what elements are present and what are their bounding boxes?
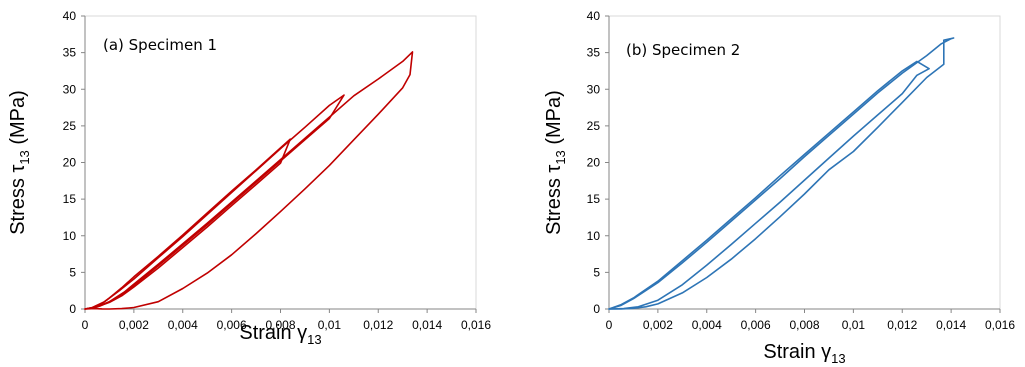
y-tick-label: 30 <box>587 82 601 96</box>
y-tick-label: 10 <box>63 229 77 243</box>
y-tick-label: 30 <box>63 82 77 96</box>
x-tick-label: 0,01 <box>842 318 866 332</box>
specimen-annotation: (a) Specimen 1 <box>103 36 217 54</box>
specimen-annotation: (b) Specimen 2 <box>626 41 740 59</box>
x-tick-label: 0,002 <box>643 318 673 332</box>
x-axis-title: Strain γ13 <box>763 341 845 366</box>
x-tick-label: 0,004 <box>168 318 198 332</box>
y-tick-label: 15 <box>587 192 601 206</box>
x-axis-title: Strain γ13 <box>239 322 321 347</box>
x-tick-label: 0,006 <box>217 318 247 332</box>
y-tick-label: 35 <box>63 46 77 60</box>
y-tick-label: 15 <box>63 192 77 206</box>
x-tick-label: 0,016 <box>461 318 491 332</box>
y-tick-label: 10 <box>587 229 601 243</box>
x-tick-label: 0,012 <box>887 318 917 332</box>
y-tick-label: 25 <box>587 119 601 133</box>
y-tick-label: 20 <box>587 156 601 170</box>
series-line-1 <box>608 60 930 310</box>
x-tick-label: 0,014 <box>412 318 442 332</box>
x-tick-label: 0,006 <box>741 318 771 332</box>
chart-panel-1: 0 5 10 15 20 25 30 35 40 0 0,002 0,004 0,006 0,008 0,0… <box>7 9 491 347</box>
y-tick-label: 0 <box>69 302 76 316</box>
y-tick-label: 5 <box>69 265 76 279</box>
y-axis-title: Stress τ13 (MPa) <box>543 90 568 235</box>
series-line-3 <box>84 51 414 310</box>
y-tick-label: 35 <box>587 46 601 60</box>
y-tick-label: 0 <box>593 302 600 316</box>
chart-panel-2: 0 5 10 15 20 25 30 35 40 0 0,002 0,004 0,006 0,008 0,0… <box>543 9 1015 366</box>
x-tick-label: 0,012 <box>363 318 393 332</box>
x-tick-label: 0,016 <box>985 318 1015 332</box>
y-tick-label: 25 <box>63 119 77 133</box>
x-tick-label: 0,008 <box>789 318 819 332</box>
x-tick-label: 0,008 <box>265 318 295 332</box>
x-tick-label: 0,014 <box>936 318 966 332</box>
y-axis-title: Stress τ13 (MPa) <box>7 90 32 235</box>
x-tick-label: 0 <box>606 318 613 332</box>
series-line-2 <box>84 94 345 310</box>
y-tick-label: 5 <box>593 265 600 279</box>
series-line-2 <box>608 37 955 310</box>
y-tick-label: 40 <box>63 9 77 23</box>
series-line-1 <box>84 138 292 310</box>
x-tick-label: 0,002 <box>119 318 149 332</box>
y-tick-label: 20 <box>63 156 77 170</box>
x-tick-label: 0,01 <box>318 318 342 332</box>
x-tick-label: 0,004 <box>692 318 722 332</box>
y-tick-label: 40 <box>587 9 601 23</box>
plot-frame <box>608 15 1001 310</box>
x-tick-label: 0 <box>82 318 89 332</box>
